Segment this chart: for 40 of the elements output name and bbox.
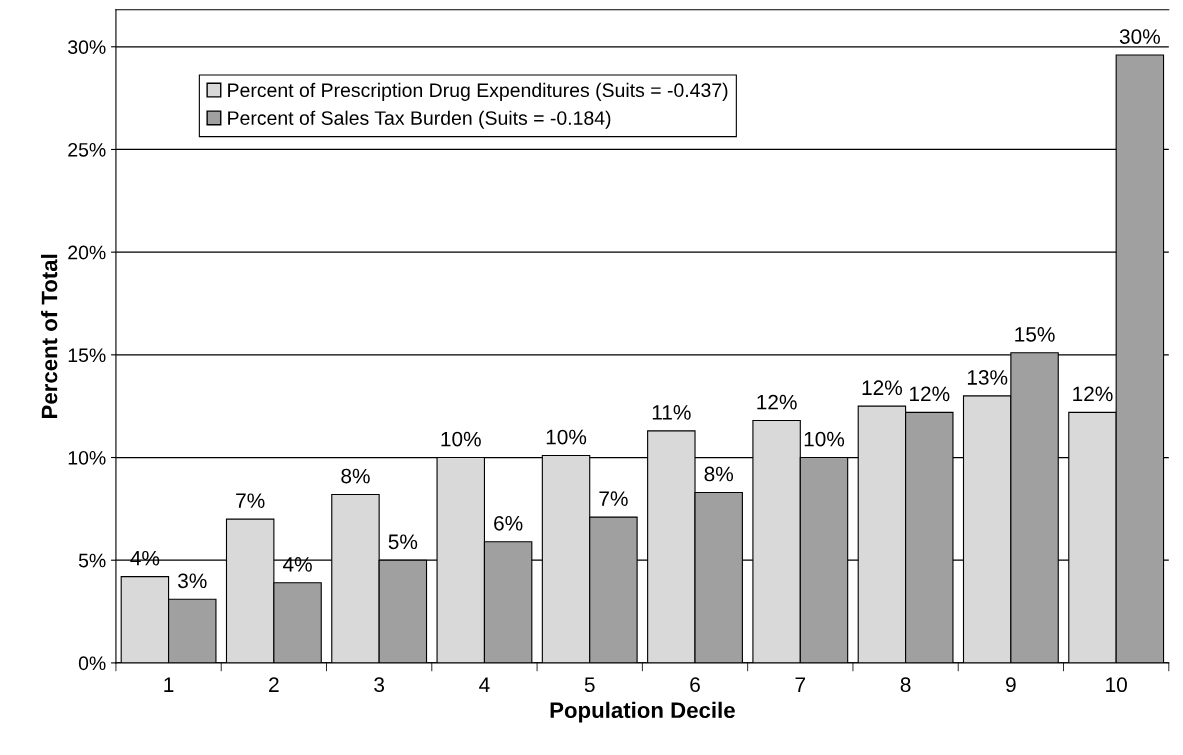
- legend-label: Percent of Sales Tax Burden (Suits = -0.184): [228, 110, 611, 129]
- data-label: 3%: [178, 573, 207, 589]
- data-label: 8%: [704, 466, 734, 482]
- data-label: 15%: [1015, 327, 1055, 342]
- data-label: 12%: [862, 380, 903, 396]
- data-label: 7%: [236, 493, 265, 508]
- y-tick-label: 20%: [68, 245, 106, 260]
- y-tick-label: 10%: [68, 450, 106, 465]
- x-tick-label: 4: [479, 677, 490, 692]
- y-tick-label: 0%: [78, 656, 106, 671]
- x-tick-label: 2: [269, 677, 279, 692]
- data-label: 13%: [967, 370, 1008, 385]
- data-label: 4%: [282, 557, 312, 572]
- data-label: 6%: [494, 515, 523, 531]
- data-label: 11%: [652, 405, 691, 420]
- x-tick-label: 5: [584, 677, 595, 693]
- data-label: 10%: [804, 431, 845, 447]
- data-label: 30%: [1119, 29, 1160, 44]
- x-tick-label: 6: [690, 677, 700, 693]
- data-label: 12%: [757, 394, 797, 410]
- data-label: 10%: [441, 431, 481, 447]
- x-tick-label: 8: [900, 677, 911, 693]
- x-tick-label: 3: [374, 677, 385, 693]
- y-tick-label: 25%: [68, 142, 106, 157]
- y-tick-label: 5%: [78, 553, 106, 568]
- data-label: 10%: [546, 429, 587, 445]
- x-tick-label: 7: [795, 677, 806, 692]
- y-axis-title: Percent of Total: [41, 254, 58, 418]
- legend-label: Percent of Prescription Drug Expenditures (Suits = -0.437): [228, 82, 728, 101]
- data-label: 7%: [599, 491, 628, 506]
- data-label: 12%: [1073, 386, 1113, 402]
- x-tick-label: 10: [1106, 677, 1127, 693]
- data-label: 12%: [910, 386, 950, 402]
- y-tick-label: 15%: [68, 348, 106, 363]
- data-label: 8%: [341, 468, 370, 484]
- data-label: 5%: [388, 534, 418, 550]
- y-tick-label: 30%: [68, 40, 106, 55]
- x-tick-label: 9: [1006, 677, 1016, 693]
- x-axis-title: Population Decile: [550, 701, 735, 723]
- x-tick-label: 1: [164, 677, 174, 692]
